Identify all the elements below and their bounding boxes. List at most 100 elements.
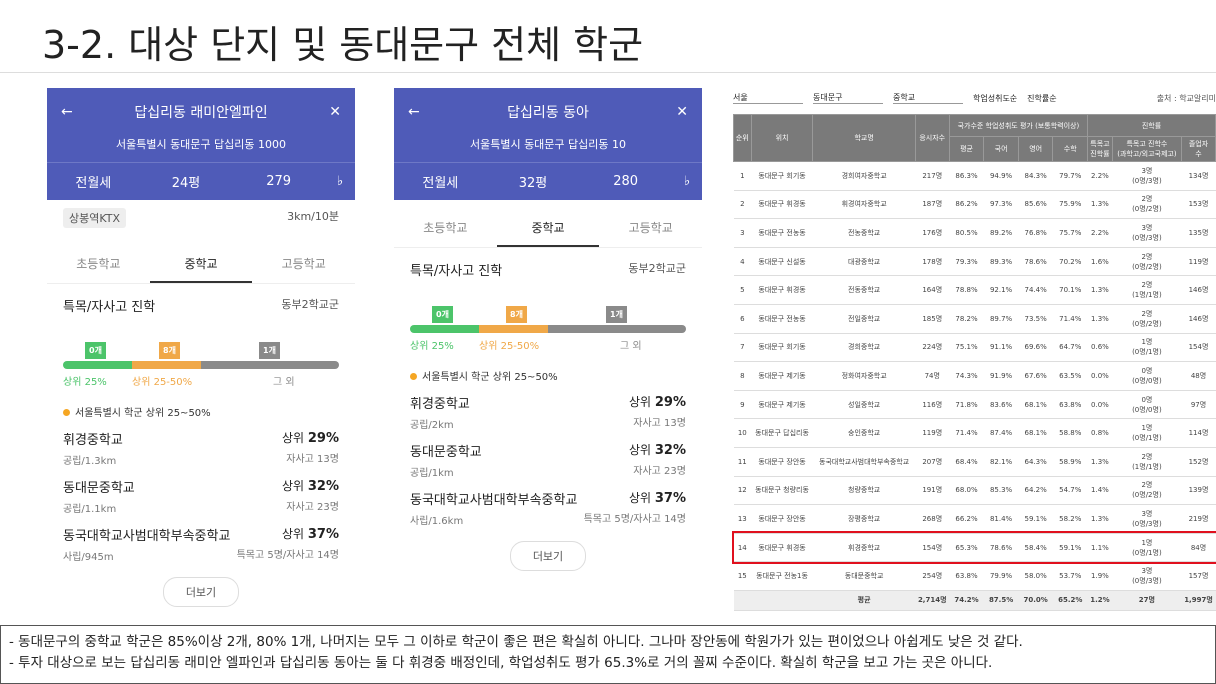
cell: 68.1% <box>1018 390 1053 420</box>
cell: 11 <box>733 447 752 477</box>
cell: 3명 (0명/3명) <box>1112 161 1182 191</box>
school-extra: 자사고 13명 <box>633 418 686 429</box>
cell: 숭인중학교 <box>812 418 916 448</box>
station: 상봉역KTX <box>63 208 126 228</box>
app-panel: ← 답십리동 래미안엘파인 ✕ 서울특별시 동대문구 답십리동 1000 전월세 24평 2… <box>47 88 355 612</box>
close-icon[interactable]: ✕ <box>329 104 341 120</box>
cell: 217명 <box>915 161 950 191</box>
cell: 0명 (0명/0명) <box>1112 390 1182 420</box>
bell-icon[interactable]: ♭ <box>683 174 691 189</box>
back-icon[interactable]: ← <box>408 104 420 120</box>
tab[interactable]: 고등학교 <box>628 221 673 235</box>
cell: 0.0% <box>1087 361 1113 391</box>
cell: 219명 <box>1181 504 1216 534</box>
note: 서울특별시 학군 상위 25~50% <box>47 388 355 425</box>
rank-label: 상위 <box>628 491 652 505</box>
header-cell: 수학 <box>1052 136 1089 162</box>
cell: 59.1% <box>1018 504 1053 534</box>
progress-bar <box>63 361 339 369</box>
more-button[interactable]: 더보기 <box>163 577 239 607</box>
legend-item: 상위 25-50% <box>479 341 540 352</box>
header-cell: 학교명 <box>812 114 916 162</box>
school-rank: 상위 32% 자사고 23명 <box>282 477 339 517</box>
cell: 84명 <box>1181 533 1216 563</box>
radio-option[interactable]: 학업성취도순 <box>973 93 1018 103</box>
cell: 85.6% <box>1018 190 1053 220</box>
school-rank: 상위 37% 특목고 5명/자사고 14명 <box>584 489 686 529</box>
address: 서울특별시 동대문구 답십리동 1000 <box>115 138 287 151</box>
select[interactable]: 중학교 <box>893 92 963 104</box>
bar-segment <box>63 361 132 369</box>
district: 동부2학교군 <box>628 262 686 275</box>
cell: 1.2% <box>1087 590 1113 611</box>
cell: 164명 <box>915 275 950 305</box>
tab[interactable]: 초등학교 <box>76 257 121 271</box>
section-title: 특목/자사고 진학 <box>63 300 156 315</box>
cell: 1명 (0명/1명) <box>1112 333 1182 363</box>
legend: 상위 25% 상위 25-50% 그 외 <box>63 373 339 388</box>
cell: 동국대학교사범대학부속중학교 <box>812 447 916 477</box>
cell: 87.4% <box>983 418 1019 448</box>
table-row: 9 동대문구 제기동 성일중학교 116명 71.8% 83.6% 68.1% 63.8% 0.… <box>733 390 1216 420</box>
filter[interactable]: 24평 <box>171 176 201 191</box>
rank: 32% <box>654 443 686 458</box>
legend-item: 상위 25% <box>410 341 454 352</box>
school: 휘경중학교 공립/1.3km 상위 29% 자사고 13명 <box>47 425 355 473</box>
rank: 37% <box>654 491 686 506</box>
rank-row: 상위 37% <box>584 489 686 506</box>
head-row: 순위 위치 학교명 응시자수 국가수준 학업성취도 평가 (보통학력이상) 진학률 <box>733 114 1216 162</box>
cell: 68.4% <box>949 447 984 477</box>
cell: 86.2% <box>949 190 984 220</box>
cell: 89.2% <box>983 218 1019 248</box>
school-extra: 자사고 13명 <box>286 454 339 465</box>
tab[interactable]: 중학교 <box>496 208 600 247</box>
school-table: 서울 동대문구 중학교 학업성취도순 진학률순 출처 : 학교알리미 순위 위치 학교명 응시자수… <box>731 88 1216 611</box>
cell: 185명 <box>915 304 950 334</box>
rank-row: 상위 29% <box>629 393 686 410</box>
tab[interactable]: 중학교 <box>149 244 253 283</box>
filter[interactable]: 전월세 <box>422 176 459 191</box>
table-row: 3 동대문구 전농동 전농중학교 176명 80.5% 89.2% 76.8% 75.7% 2.… <box>733 218 1216 248</box>
flag: 1개 <box>606 306 627 323</box>
header-cell: 평균 <box>948 136 985 162</box>
tabs: 초등학교 중학교 고등학교 <box>47 244 355 284</box>
filter[interactable]: 279 <box>266 174 292 189</box>
bell-icon[interactable]: ♭ <box>336 174 344 189</box>
cell: 58.8% <box>1052 418 1088 448</box>
close-icon[interactable]: ✕ <box>676 104 688 120</box>
legend-item: 상위 25-50% <box>132 377 193 388</box>
school-name: 동대문중학교 <box>63 481 135 496</box>
rank-row: 상위 29% <box>282 429 339 446</box>
more-button[interactable]: 더보기 <box>510 541 586 571</box>
tab[interactable]: 초등학교 <box>423 221 468 235</box>
cell: 정화여자중학교 <box>812 361 916 391</box>
cell: 80.5% <box>949 218 984 248</box>
filter[interactable]: 32평 <box>518 176 548 191</box>
cell: 동대문구 제기동 <box>751 390 813 420</box>
select[interactable]: 동대문구 <box>813 92 883 104</box>
filter[interactable]: 280 <box>613 174 639 189</box>
cell: 139명 <box>1181 476 1216 506</box>
rank-label: 상위 <box>281 479 305 493</box>
cell: 70.0% <box>1018 590 1053 611</box>
tab[interactable]: 고등학교 <box>281 257 326 271</box>
school: 동대문중학교 공립/1.1km 상위 32% 자사고 23명 <box>47 473 355 521</box>
filter[interactable]: 전월세 <box>75 176 112 191</box>
select[interactable]: 서울 <box>733 92 803 104</box>
cell: 동대문구 청량리동 <box>751 476 813 506</box>
cell: 85.3% <box>983 476 1019 506</box>
header-cell: 특목고 진학률 <box>1087 136 1113 162</box>
cell: 2,714명 <box>915 590 950 611</box>
cell: 2명 (1명/1명) <box>1112 447 1182 477</box>
back-icon[interactable]: ← <box>61 104 73 120</box>
cell: 58.9% <box>1052 447 1088 477</box>
cell: 178명 <box>915 247 950 277</box>
radio-option[interactable]: 진학률순 <box>1027 93 1057 103</box>
bar-segment <box>201 361 339 369</box>
cell: 1.1% <box>1087 533 1113 563</box>
cell: 254명 <box>915 561 950 591</box>
cell: 64.2% <box>1018 476 1053 506</box>
school: 동대문중학교 공립/1km 상위 32% 자사고 23명 <box>394 437 702 485</box>
rank-label: 상위 <box>281 431 305 445</box>
